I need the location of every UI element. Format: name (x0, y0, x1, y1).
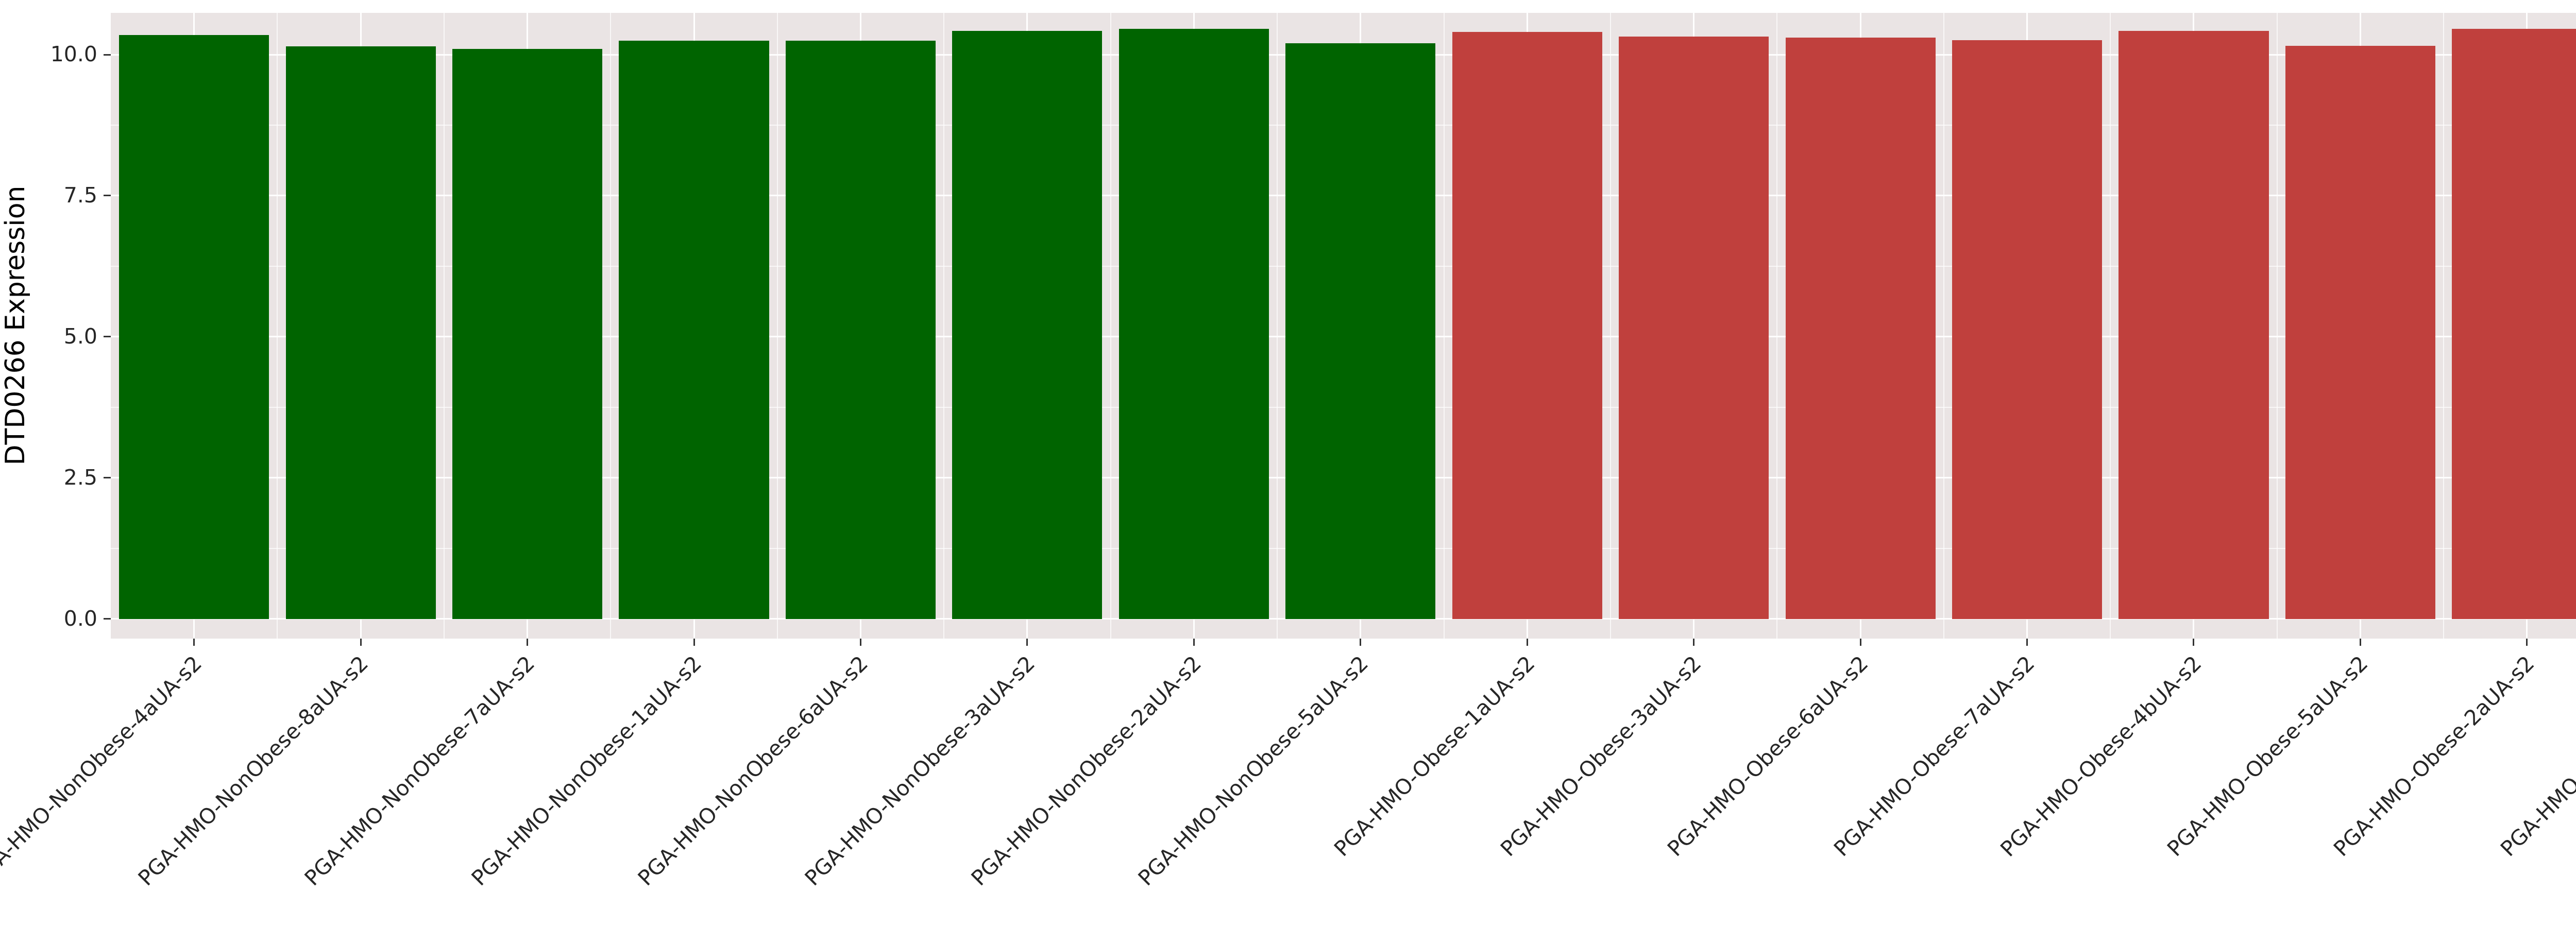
gridline-vertical-minor (1776, 13, 1778, 639)
gridline-vertical-minor (610, 13, 612, 639)
x-tick-label: PGA-HMO-Obese-4bUA-s2 (1995, 651, 2206, 862)
bar-PGA-HMO-Obese-6aUA-s2 (1785, 38, 1936, 619)
x-tick-mark (1193, 639, 1195, 646)
x-tick-label: PGA-HMO-Obese-5aUA-s2 (2162, 651, 2373, 862)
gridline-vertical-minor (1943, 13, 1944, 639)
x-tick-mark (1693, 639, 1695, 646)
x-tick-mark (1026, 639, 1028, 646)
bar-PGA-HMO-Obese-1aUA-s2 (1452, 32, 1602, 619)
x-tick-label: PGA-HMO-Obese-7aUA-s2 (1829, 651, 2040, 862)
bar-PGA-HMO-NonObese-6aUA-s2 (785, 40, 936, 619)
x-tick-mark (527, 639, 529, 646)
bar-PGA-HMO-NonObese-2aUA-s2 (1118, 28, 1269, 619)
gridline-vertical-minor (776, 13, 778, 639)
gridline-vertical-minor (1609, 13, 1611, 639)
x-tick-mark (360, 639, 362, 646)
y-tick-label: 10.0 (50, 42, 97, 67)
x-tick-label: PGA-HMO-Obese-1aUA-s2 (1329, 651, 1540, 862)
x-tick-mark (2193, 639, 2195, 646)
y-tick-label: 7.5 (63, 182, 97, 208)
gridline-vertical-minor (2110, 13, 2111, 639)
x-tick-mark (693, 639, 695, 646)
gridline-vertical-minor (2443, 13, 2445, 639)
x-tick-mark (2359, 639, 2361, 646)
bar-PGA-HMO-Obese-4bUA-s2 (2119, 31, 2269, 619)
gridline-horizontal-major (111, 618, 2576, 620)
bar-PGA-HMO-NonObese-1aUA-s2 (619, 40, 769, 619)
x-tick-mark (859, 639, 861, 646)
x-tick-label: PGA-HMO-Obese-6aUA-s2 (1662, 651, 1873, 862)
y-tick-mark (104, 477, 111, 479)
gridline-vertical-minor (443, 13, 445, 639)
gridline-vertical-minor (943, 13, 945, 639)
y-tick-label: 5.0 (63, 323, 97, 349)
x-tick-label: PGA-HMO-Obese-2aUA-s2 (2329, 651, 2539, 862)
gridline-vertical-minor (1443, 13, 1445, 639)
y-tick-mark (104, 195, 111, 197)
y-tick-mark (104, 618, 111, 620)
bar-PGA-HMO-Obese-3aUA-s2 (1619, 37, 1769, 619)
y-tick-label: 0.0 (63, 606, 97, 631)
bar-PGA-HMO-NonObese-7aUA-s2 (452, 49, 603, 619)
gridline-vertical-minor (1277, 13, 1278, 639)
x-tick-mark (1526, 639, 1528, 646)
x-tick-mark (1859, 639, 1861, 646)
bar-PGA-HMO-NonObese-3aUA-s2 (952, 31, 1103, 619)
y-tick-mark (104, 336, 111, 338)
plot-panel (111, 13, 2576, 639)
x-tick-mark (2526, 639, 2528, 646)
gridline-vertical-minor (1110, 13, 1111, 639)
x-tick-label: PGA-HMO-Obese-3aUA-s2 (1496, 651, 1706, 862)
x-tick-mark (193, 639, 195, 646)
y-tick-label: 2.5 (63, 465, 97, 490)
bar-PGA-HMO-NonObese-5aUA-s2 (1285, 43, 1436, 619)
bar-PGA-HMO-Obese-5aUA-s2 (2285, 45, 2435, 619)
x-tick-mark (1360, 639, 1362, 646)
x-tick-mark (2026, 639, 2028, 646)
bar-PGA-HMO-NonObese-8aUA-s2 (285, 46, 436, 619)
bar-PGA-HMO-Obese-7aUA-s2 (1952, 40, 2103, 619)
gridline-vertical-minor (277, 13, 278, 639)
bar-PGA-HMO-Obese-2aUA-s2 (2452, 28, 2576, 619)
gridline-vertical-minor (2276, 13, 2278, 639)
bar-PGA-HMO-NonObese-4aUA-s2 (119, 35, 269, 619)
y-tick-mark (104, 54, 111, 56)
